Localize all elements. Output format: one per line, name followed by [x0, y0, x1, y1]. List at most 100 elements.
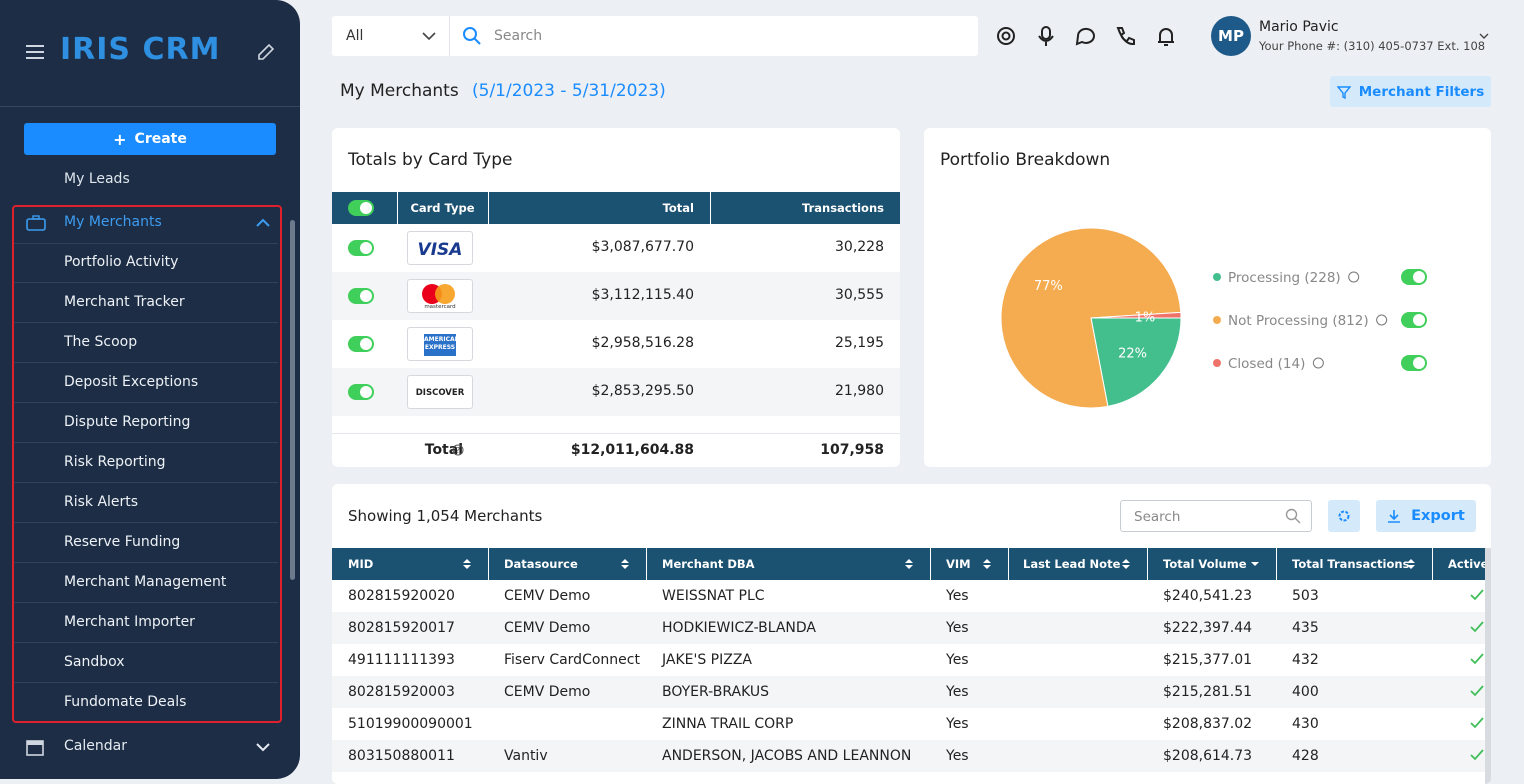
- download-icon: [1388, 510, 1401, 523]
- sidebar: IRIS CRM + Create My Leads My Merchants C…: [0, 0, 300, 779]
- active-check: [1470, 653, 1484, 665]
- merchants-panel: Showing 1,054 Merchants Search Export MI…: [332, 484, 1491, 784]
- help-icon[interactable]: ?: [452, 444, 464, 456]
- table-row[interactable]: 802815920003 CEMV Demo BOYER-BRAKUS Yes $215…: [332, 676, 1485, 708]
- table-row[interactable]: 802815920020 CEMV Demo WEISSNAT PLC Yes $240…: [332, 580, 1485, 612]
- column-header[interactable]: Merchant DBA: [662, 557, 755, 571]
- divider: [14, 482, 278, 483]
- col-divider: [710, 192, 711, 224]
- table-cell: 503: [1292, 588, 1319, 604]
- partial-item[interactable]: My Leads: [0, 166, 300, 190]
- nav-item[interactable]: Portfolio Activity: [14, 243, 278, 283]
- table-header: Card Type Total Transactions: [332, 192, 900, 224]
- logo[interactable]: IRIS CRM: [60, 32, 221, 67]
- table-cell: 428: [1292, 748, 1319, 764]
- table-cell: 802815920017: [348, 620, 455, 636]
- nav-item[interactable]: Merchant Tracker: [14, 283, 278, 323]
- column-header[interactable]: Total Transactions: [1292, 557, 1410, 571]
- table-search[interactable]: Search: [1120, 500, 1312, 532]
- chevron-down[interactable]: [256, 742, 270, 752]
- legend-label[interactable]: Closed (14): [1228, 356, 1305, 372]
- nav-label[interactable]: Calendar: [64, 738, 127, 754]
- search-input[interactable]: Search: [494, 28, 543, 44]
- help-icon[interactable]: [1376, 312, 1427, 328]
- nav-item[interactable]: Sandbox: [14, 643, 278, 683]
- column-header[interactable]: Last Lead Note: [1023, 557, 1121, 571]
- legend-dot: [1213, 316, 1221, 324]
- divider: [14, 522, 278, 523]
- nav-item[interactable]: Reserve Funding: [14, 523, 278, 563]
- bell-icon[interactable]: [1158, 28, 1174, 46]
- nav-item[interactable]: The Scoop: [14, 323, 278, 363]
- nav-label: Risk Alerts: [64, 494, 139, 510]
- table-row[interactable]: 51019900090001 ZINNA TRAIL CORP Yes $208,83…: [332, 708, 1485, 740]
- chevron-down[interactable]: [1479, 32, 1489, 40]
- toggle[interactable]: [348, 200, 374, 216]
- divider: [332, 433, 900, 434]
- table-cell: Yes: [946, 588, 969, 604]
- toggle[interactable]: [348, 384, 374, 400]
- nav-item[interactable]: Deposit Exceptions: [14, 363, 278, 403]
- mic-icon[interactable]: [1038, 26, 1054, 46]
- table-cell: Yes: [946, 716, 969, 732]
- nav-label: The Scoop: [64, 334, 138, 350]
- column-header[interactable]: MID: [348, 557, 374, 571]
- table-row[interactable]: 491111111393 Fiserv CardConnect JAKE'S PIZ…: [332, 644, 1485, 676]
- nav-label: Reserve Funding: [64, 534, 181, 550]
- card-total: $3,112,115.40: [591, 287, 694, 303]
- phone-icon[interactable]: [1116, 27, 1135, 46]
- chat-icon[interactable]: [1075, 27, 1095, 46]
- create-button[interactable]: + Create: [24, 123, 276, 155]
- sort-arrow: [905, 565, 913, 569]
- date-range[interactable]: (5/1/2023 - 5/31/2023): [472, 81, 666, 101]
- panel-title: Showing 1,054 Merchants: [348, 507, 543, 525]
- chevron-up[interactable]: [256, 218, 270, 228]
- legend-label[interactable]: Not Processing (812): [1228, 313, 1369, 329]
- toggle[interactable]: [348, 336, 374, 352]
- sort-arrow: [621, 559, 629, 563]
- help-icon[interactable]: [1348, 269, 1427, 285]
- col-divider: [646, 548, 647, 580]
- help-icon[interactable]: [997, 27, 1015, 45]
- menu-icon[interactable]: [26, 44, 44, 60]
- nav-item[interactable]: Merchant Importer: [14, 603, 278, 643]
- table-cell: CEMV Demo: [504, 620, 591, 636]
- help-icon[interactable]: [1312, 355, 1427, 371]
- nav-item[interactable]: Fundomate Deals: [14, 683, 278, 723]
- col-divider: [488, 548, 489, 580]
- section-label[interactable]: My Merchants: [64, 214, 162, 230]
- sort-arrow: [1122, 565, 1130, 569]
- user-name[interactable]: Mario Pavic: [1259, 19, 1339, 35]
- sort-arrow: [1251, 562, 1259, 566]
- export-button[interactable]: Export: [1376, 500, 1476, 532]
- edit-icon[interactable]: [256, 42, 276, 62]
- chevron-down[interactable]: [422, 31, 436, 41]
- filters-button[interactable]: Merchant Filters: [1330, 76, 1491, 107]
- card-logo-text: AMERICAN EXPRESS: [424, 334, 460, 356]
- nav-item[interactable]: Risk Alerts: [14, 483, 278, 523]
- active-check: [1470, 621, 1484, 633]
- nav-item[interactable]: Dispute Reporting: [14, 403, 278, 443]
- briefcase-icon: [26, 215, 46, 231]
- logo-circle: [435, 284, 455, 304]
- settings-button[interactable]: [1328, 500, 1360, 532]
- sort-icon: [1122, 559, 1130, 569]
- nav-item[interactable]: Risk Reporting: [14, 443, 278, 483]
- card-logo: mastercard: [407, 279, 473, 313]
- column-header[interactable]: Total Volume: [1163, 557, 1247, 571]
- footer-label: Total: [424, 442, 463, 458]
- filter-select[interactable]: All: [346, 28, 364, 44]
- card-logo-text: DISCOVER: [415, 388, 465, 398]
- legend-label[interactable]: Processing (228): [1228, 270, 1341, 286]
- table-row[interactable]: 802815920017 CEMV Demo HODKIEWICZ-BLANDA Ye…: [332, 612, 1485, 644]
- column-header[interactable]: Datasource: [504, 557, 578, 571]
- column-header[interactable]: Active: [1448, 557, 1489, 571]
- column-header[interactable]: VIM: [946, 557, 971, 571]
- divider: [14, 442, 278, 443]
- avatar[interactable]: MP: [1211, 16, 1251, 56]
- toggle[interactable]: [348, 288, 374, 304]
- table-row[interactable]: 803150880011 Vantiv ANDERSON, JACOBS AND L…: [332, 740, 1485, 772]
- nav-item[interactable]: Merchant Management: [14, 563, 278, 603]
- toggle[interactable]: [348, 240, 374, 256]
- card-logo: DISCOVER: [407, 375, 473, 409]
